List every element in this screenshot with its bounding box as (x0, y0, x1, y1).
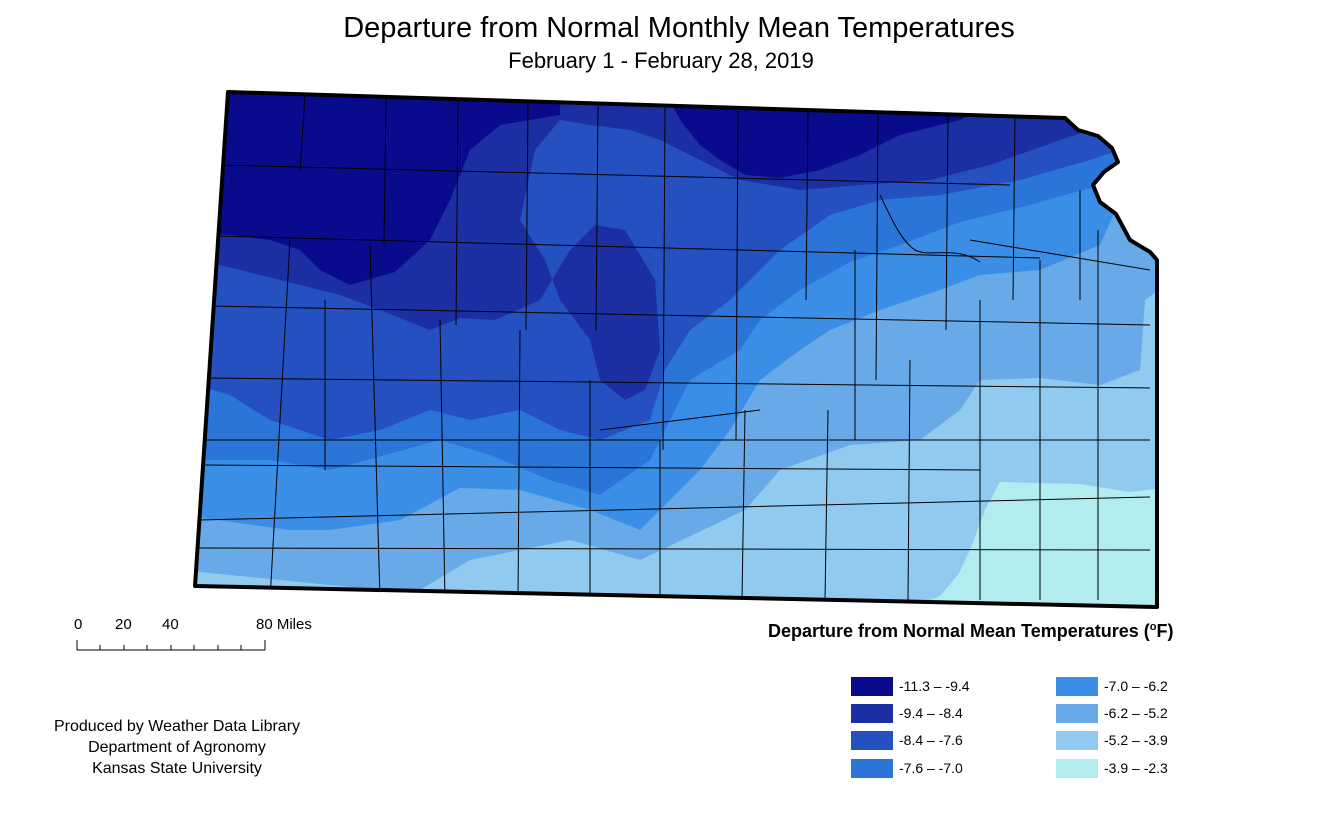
legend-label: -8.4 – -7.6 (899, 732, 963, 748)
state-outline (193, 90, 1159, 609)
scale-label-40: 40 (162, 616, 179, 633)
scale-bar-ruler (76, 640, 266, 651)
credit-line-2: Department of Agronomy (88, 739, 266, 756)
legend-label: -11.3 – -9.4 (899, 678, 970, 694)
credit-block: Produced by Weather Data Library Departm… (22, 716, 332, 779)
map-subtitle: February 1 - February 28, 2019 (508, 48, 814, 73)
legend-swatch (851, 677, 893, 696)
legend-label: -7.6 – -7.0 (899, 760, 963, 776)
legend-swatch (1056, 731, 1098, 750)
scale-bar: 0 20 40 80 Miles (70, 614, 350, 664)
legend-title: Departure from Normal Mean Temperatures … (768, 621, 1174, 641)
scale-label-20: 20 (115, 616, 132, 633)
map-title: Departure from Normal Monthly Mean Tempe… (343, 12, 1015, 44)
credit-line-1: Produced by Weather Data Library (53, 718, 301, 735)
legend-swatch (851, 759, 893, 778)
legend-swatch (1056, 704, 1098, 723)
legend-label: -5.2 – -3.9 (1104, 732, 1168, 748)
band-darkest-navy (195, 92, 1020, 285)
legend-swatch (1056, 677, 1098, 696)
county-boundaries (197, 95, 1151, 601)
scale-label-80: 80 Miles (256, 616, 312, 633)
legend-swatch (851, 704, 893, 723)
legend-label: -7.0 – -6.2 (1104, 678, 1168, 694)
temperature-bands (195, 92, 1157, 607)
legend-label: -3.9 – -2.3 (1104, 760, 1168, 776)
legend-swatch (851, 731, 893, 750)
scale-label-0: 0 (74, 616, 83, 633)
legend-label: -9.4 – -8.4 (899, 705, 963, 721)
legend-label: -6.2 – -5.2 (1104, 705, 1168, 721)
credit-line-3: Kansas State University (92, 760, 262, 777)
legend-swatch (1056, 759, 1098, 778)
